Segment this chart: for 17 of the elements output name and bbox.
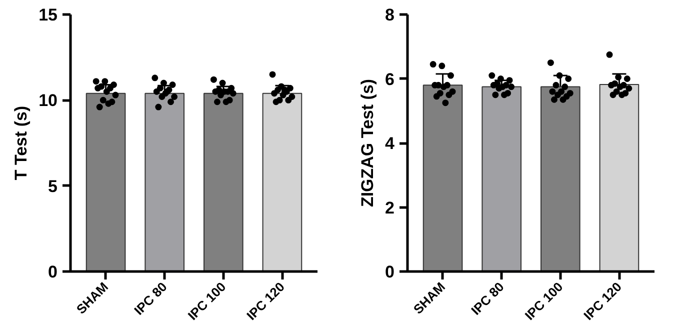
y-tick-label: 2: [385, 198, 395, 218]
y-tick-label: 4: [385, 134, 396, 153]
x-tick-label: IPC 120: [244, 279, 288, 324]
x-tick-label: IPC 100: [522, 279, 566, 324]
x-tick-label: IPC 80: [131, 279, 170, 318]
y-tick-label: 15: [38, 6, 58, 24]
x-tick-label: IPC 80: [468, 279, 507, 318]
y-axis-title: T Test (s): [12, 106, 31, 180]
y-tick-label: 5: [48, 176, 58, 196]
x-tick-label: IPC 120: [580, 279, 625, 324]
y-tick-label: 8: [385, 6, 395, 24]
y-tick-label: 0: [48, 262, 58, 282]
x-tick-label: IPC 100: [184, 279, 229, 324]
y-tick-label: 6: [385, 70, 395, 89]
y-axis-title: ZIGZAG Test (s): [358, 78, 378, 208]
y-tick-label: 0: [385, 262, 395, 282]
y-tick-label: 10: [38, 91, 58, 110]
